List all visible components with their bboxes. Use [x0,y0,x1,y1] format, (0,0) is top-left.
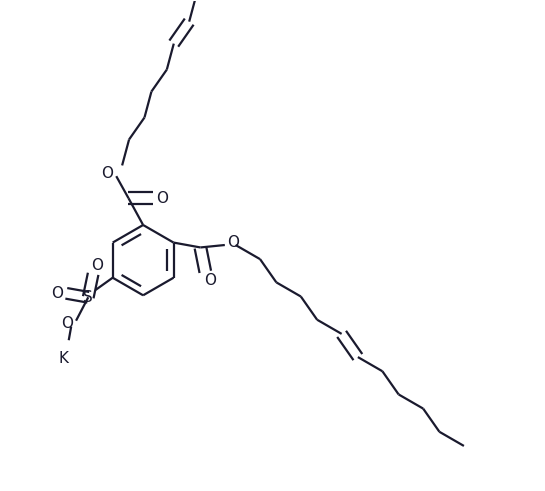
Text: O: O [156,191,168,206]
Text: S: S [83,290,93,305]
Text: K: K [59,351,69,366]
Text: O: O [91,257,103,273]
Text: O: O [52,286,64,301]
Text: O: O [228,235,240,250]
Text: O: O [204,273,216,288]
Text: O: O [101,166,113,181]
Text: O: O [61,316,73,330]
